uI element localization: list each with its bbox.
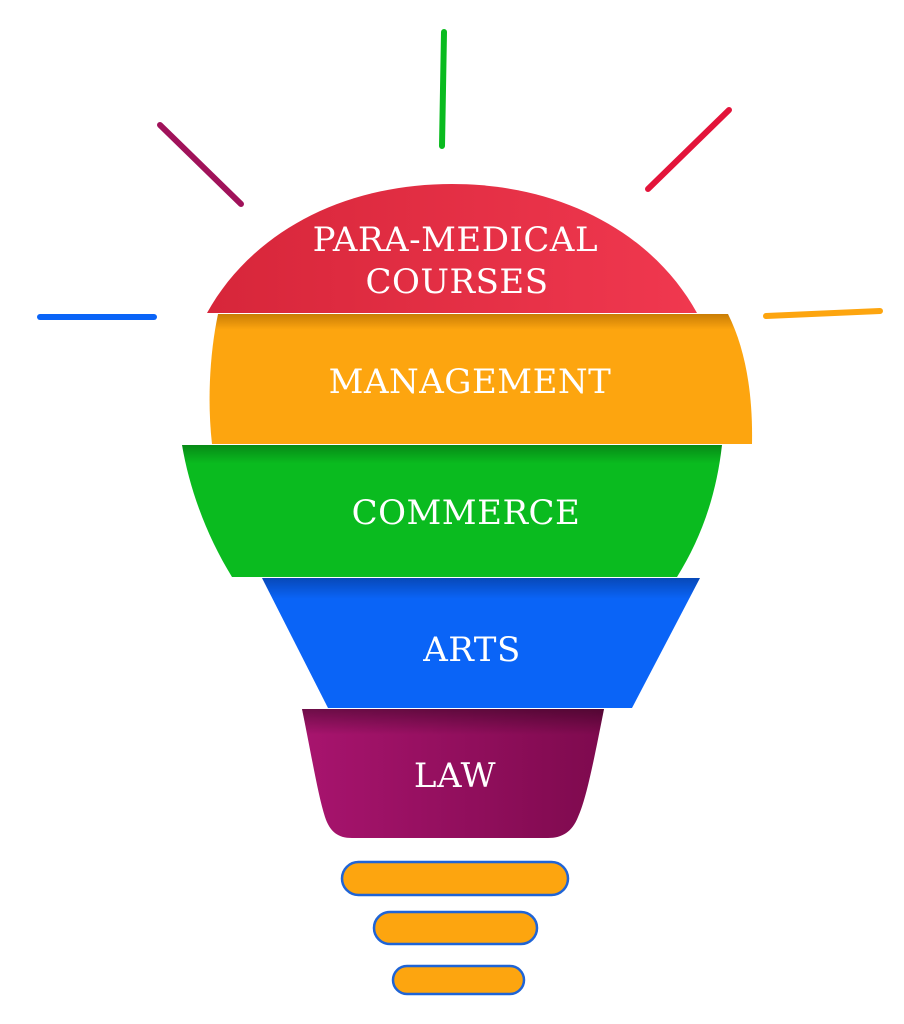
segment-law: LAW: [302, 709, 604, 838]
segment-management-shape: [209, 314, 753, 444]
bulb-base-bar-2: [372, 910, 539, 946]
segment-arts: ARTS: [262, 578, 700, 708]
segment-para-medical-label: PARA-MEDICAL COURSES: [313, 220, 610, 302]
bulb-base-bar-1: [340, 860, 570, 897]
bulb-base-bar-3: [391, 964, 526, 996]
segment-management: MANAGEMENT: [209, 314, 753, 444]
light-rays: [37, 29, 883, 320]
light-ray-right: [763, 308, 883, 319]
segment-para-medical: PARA-MEDICAL COURSES: [207, 184, 697, 313]
segment-commerce-shape: [182, 445, 722, 577]
segment-law-shade: [302, 709, 604, 838]
segment-arts-label: ARTS: [422, 630, 521, 670]
light-ray-upper-right: [645, 107, 732, 192]
segment-commerce: COMMERCE: [182, 445, 722, 577]
segment-para-medical-line-2: COURSES: [365, 262, 548, 302]
light-ray-top: [439, 29, 447, 149]
segment-para-medical-line-1: PARA-MEDICAL: [313, 220, 598, 260]
segment-para-medical-shape: [207, 184, 697, 313]
segment-law-label: LAW: [414, 756, 496, 796]
bulb-base: [340, 860, 570, 996]
segment-arts-shape: [262, 578, 700, 708]
light-ray-upper-left: [157, 122, 244, 207]
segment-management-label: MANAGEMENT: [329, 362, 612, 402]
segment-commerce-label: COMMERCE: [352, 493, 581, 533]
